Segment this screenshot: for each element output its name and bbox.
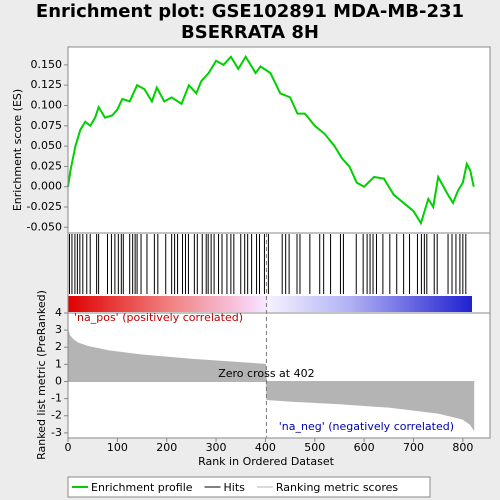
legend-label: Hits [224,481,246,494]
x-tick-label: 300 [206,441,227,454]
legend-label: Enrichment profile [91,481,193,494]
y-tick-label: 0 [55,374,62,387]
annotation: 'na_neg' (negatively correlated) [279,420,454,433]
annotation: Zero cross at 402 [218,367,314,380]
y-tick-label: 0.000 [31,180,63,193]
y-tick-label: 0.050 [31,139,63,152]
y-tick-label: -1 [51,392,62,405]
y-tick-label: -3 [51,426,62,439]
y-tick-label: 2 [55,340,62,353]
x-tick-label: 500 [304,441,325,454]
y-axis-label: Ranked list metric (PreRanked) [35,290,48,460]
annotation: 'na_pos' (positively correlated) [74,311,243,324]
y-tick-label: 0.100 [31,98,63,111]
x-tick-label: 100 [107,441,128,454]
y-tick-label: 0.150 [31,58,63,71]
y-tick-label: 3 [55,323,62,336]
y-tick-label: 0.125 [31,78,63,91]
x-tick-label: 800 [452,441,473,454]
chart-title: Enrichment plot: GSE102891 MDA-MB-231 [36,1,464,22]
y-axis-label: Enrichment score (ES) [11,89,24,211]
frame [67,312,491,439]
chart-subtitle: BSERRATA 8H [181,22,319,43]
x-axis-label: Rank in Ordered Dataset [198,455,335,468]
x-tick-label: 400 [255,441,276,454]
es-line [67,54,475,226]
metric-area [67,329,475,432]
y-tick-label: -0.025 [27,200,62,213]
color-bar [68,296,472,312]
y-tick-label: 0.025 [31,159,63,172]
x-tick-label: 700 [403,441,424,454]
legend-label: Ranking metric scores [276,481,398,494]
y-tick-label: 0.075 [31,119,63,132]
x-tick-label: 200 [156,441,177,454]
y-tick-label: -2 [51,409,62,422]
legend [67,476,431,498]
x-tick-label: 600 [354,441,375,454]
x-tick-label: 0 [65,441,72,454]
y-tick-label: 1 [55,357,62,370]
y-tick-label: -0.050 [27,220,62,233]
y-tick-label: 4 [55,306,62,319]
